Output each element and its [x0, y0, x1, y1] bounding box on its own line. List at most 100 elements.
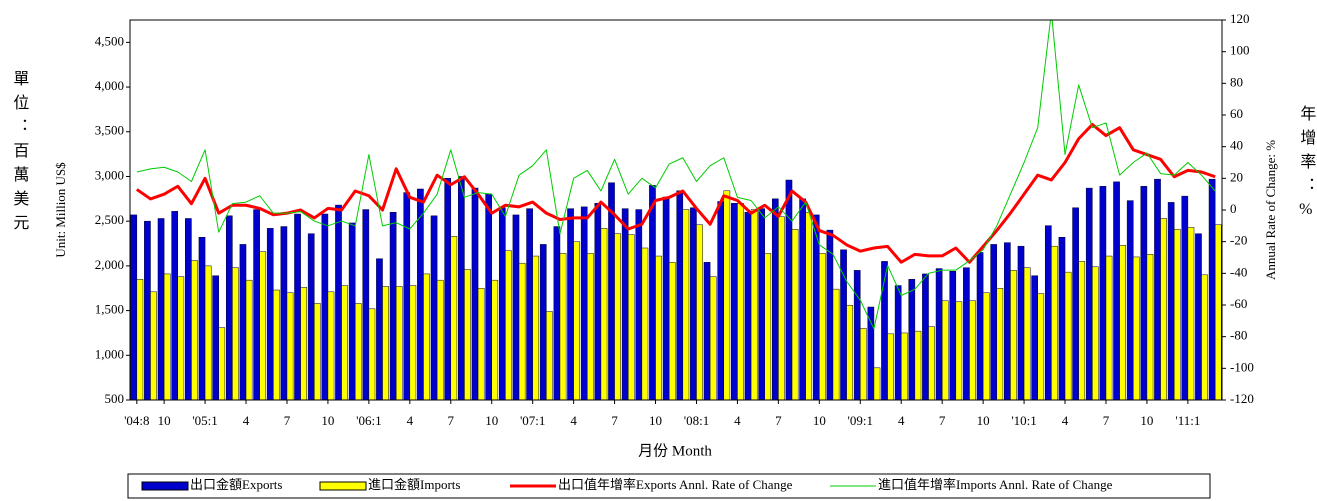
x-tick-label: 7 [775, 413, 782, 428]
bar [1167, 202, 1175, 401]
legend-box [127, 473, 1211, 499]
x-tick-label: 4 [570, 413, 577, 428]
bar [505, 250, 512, 401]
bar [860, 328, 867, 401]
bar [341, 285, 348, 401]
bar [840, 249, 847, 401]
y2-tick-label: -100 [1230, 359, 1254, 374]
bar [1064, 271, 1072, 401]
x-tick-label: 4 [734, 413, 741, 428]
y2-axis-label: Annual Rate of Change: % [1263, 140, 1278, 280]
x-tick-label: 10 [158, 413, 171, 428]
x-tick-label: '11:1 [1175, 413, 1200, 428]
x-tick-label: '09:1 [848, 413, 873, 428]
bar [389, 211, 397, 401]
bar [150, 291, 157, 401]
bar [635, 209, 643, 401]
x-tick-label: 10 [485, 413, 498, 428]
y-axis-label-cn: 單位：百萬美元 [10, 70, 29, 238]
bar [450, 236, 458, 401]
y2-tick-label: 120 [1230, 11, 1250, 26]
bar [785, 179, 793, 401]
bar [649, 185, 656, 401]
bar [409, 285, 417, 401]
bar [253, 209, 260, 401]
bar [573, 241, 581, 401]
y2-tick-label: 60 [1230, 106, 1243, 121]
bar [668, 262, 676, 401]
y2-tick-label: 100 [1230, 43, 1250, 58]
bar [280, 226, 288, 401]
bar [1173, 228, 1181, 401]
bar [423, 273, 430, 401]
bar [464, 269, 471, 401]
x-tick-label: '06:1 [356, 413, 381, 428]
bar [185, 218, 192, 401]
bar [723, 190, 731, 401]
bar [273, 289, 280, 401]
y-axis-label: Unit: Million US$ [53, 162, 68, 258]
legend-label: 進口金額Imports [368, 477, 460, 492]
bar [491, 279, 499, 401]
bar [436, 279, 444, 401]
bar [1208, 178, 1216, 401]
bar [1023, 267, 1031, 401]
bar [327, 291, 335, 401]
bar [1201, 274, 1208, 401]
bar [218, 327, 226, 401]
bar [1092, 266, 1099, 401]
bar [382, 286, 389, 401]
x-tick-label: 10 [1140, 413, 1153, 428]
y2-tick-label: -80 [1230, 328, 1247, 343]
bar [559, 253, 567, 401]
bar [539, 244, 547, 401]
bar [867, 306, 875, 401]
bar [717, 201, 725, 401]
bar [990, 244, 998, 401]
bar [587, 253, 594, 401]
bar [532, 255, 540, 401]
bar [832, 288, 840, 401]
bar [444, 178, 452, 401]
bar [1078, 261, 1086, 401]
y-tick-label: 2,000 [95, 257, 124, 272]
y-tick-label: 3,000 [95, 167, 124, 182]
bar [758, 208, 765, 401]
y-tick-label: 500 [105, 391, 125, 406]
x-axis-label: 月份 Month [638, 442, 712, 459]
y-tick-label: 1,500 [95, 302, 124, 317]
bar [239, 244, 247, 401]
bar [430, 215, 438, 401]
bar [144, 220, 151, 401]
bar [1037, 293, 1045, 401]
bar [498, 207, 506, 401]
bar [136, 279, 144, 401]
y-tick-label: 4,500 [95, 33, 124, 48]
bar [212, 275, 219, 401]
bar [594, 203, 602, 401]
bar [969, 300, 976, 401]
bar [1105, 255, 1113, 401]
bar [395, 286, 403, 401]
bar [846, 304, 854, 401]
bar [696, 224, 703, 401]
bar [546, 311, 553, 401]
bar [294, 213, 301, 401]
bar [314, 303, 321, 401]
bar [690, 207, 697, 401]
bar [335, 204, 342, 401]
bar [976, 252, 984, 401]
legend-label: 出口金額Exports [190, 477, 282, 492]
bar [600, 228, 608, 401]
bar [485, 194, 492, 401]
bar [191, 260, 198, 401]
bar [791, 228, 799, 401]
legend-label: 進口值年增率Imports Annl. Rate of Change [878, 477, 1113, 492]
bar [703, 262, 711, 401]
bar [682, 209, 690, 401]
bar [778, 216, 785, 401]
x-tick-label: 7 [448, 413, 455, 428]
bar [955, 301, 963, 401]
y2-tick-label: 20 [1230, 169, 1243, 184]
